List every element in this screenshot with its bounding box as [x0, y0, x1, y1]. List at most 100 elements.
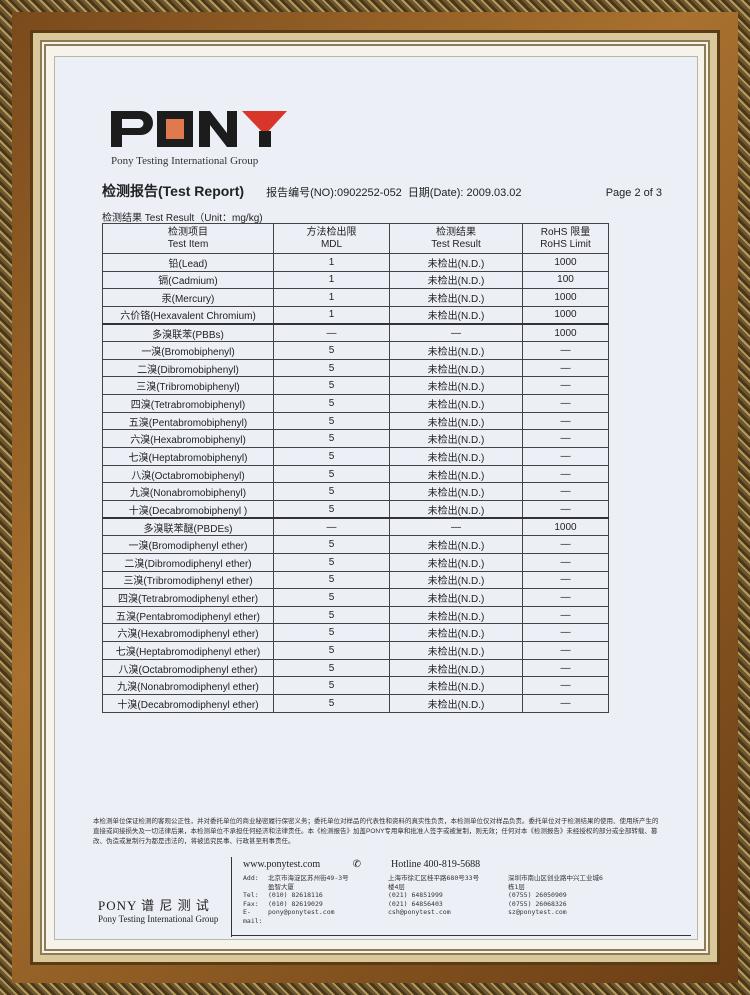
table-cell: 未检出(N.D.): [389, 535, 523, 554]
table-cell: 多溴联苯(PBBs): [102, 323, 274, 343]
contact-label: E-mail:: [243, 908, 263, 925]
table-cell: 铅(Lead): [102, 253, 274, 272]
report-number: 报告编号(NO):0902252-052: [266, 187, 402, 199]
table-cell: —: [522, 341, 609, 360]
table-cell: 5: [273, 552, 390, 572]
table-cell: 1000: [522, 323, 609, 343]
table-cell: 二溴(Dibromobiphenyl): [102, 358, 274, 378]
table-cell: 100: [522, 270, 609, 290]
office-add1: 上海市徐汇区桂平路680号33号: [388, 874, 480, 882]
hotline: Hotline 400-819-5688: [391, 859, 481, 870]
column-header: 检测项目 Test Item: [102, 223, 274, 254]
office-fax: (021) 64856403: [388, 899, 443, 908]
divider: [231, 935, 691, 936]
table-cell: —: [273, 323, 390, 343]
office-email[interactable]: sz@ponytest.com: [508, 908, 567, 917]
table-row: 七溴(Heptabromodiphenyl ether) 5 未检出(N.D.) —: [102, 641, 609, 660]
table-cell: 5: [273, 376, 390, 396]
table-cell: 未检出(N.D.): [389, 429, 523, 449]
table-cell: —: [522, 394, 609, 413]
table-cell: 未检出(N.D.): [389, 464, 523, 484]
table-cell: 1: [273, 253, 390, 272]
table-cell: —: [389, 517, 523, 537]
unit-label: 检测结果 Test Result（Unit：mg/kg): [102, 213, 263, 224]
table-cell: 未检出(N.D.): [389, 694, 523, 713]
column-header-label: MDL: [320, 238, 343, 250]
website-link[interactable]: www.ponytest.com: [243, 859, 321, 870]
table-cell: 5: [273, 394, 390, 413]
table-cell: —: [522, 464, 609, 484]
table-cell: 5: [273, 447, 390, 466]
office-email[interactable]: pony@ponytest.com: [268, 908, 335, 917]
column-header: RoHS 限量 RoHS Limit: [522, 223, 609, 254]
table-cell: —: [522, 447, 609, 466]
table-cell: 九溴(Nonabromobiphenyl): [102, 482, 274, 501]
table-cell: —: [522, 411, 609, 431]
table-cell: 十溴(Decabromodiphenyl ether): [102, 694, 274, 713]
footer-brand-name: PONY 谱 尼 测 试: [98, 898, 210, 913]
contact-label: Tel:: [243, 891, 259, 900]
table-cell: —: [522, 694, 609, 713]
column-header-label: 方法检出限: [306, 226, 357, 238]
table-cell: 未检出(N.D.): [389, 288, 523, 307]
table-row: 四溴(Tetrabromodiphenyl ether) 5 未检出(N.D.) —: [102, 588, 609, 607]
table-row: 五溴(Pentabromobiphenyl) 5 未检出(N.D.) —: [102, 411, 609, 431]
table-cell: 5: [273, 694, 390, 713]
report-title: 检测报告(Test Report): [102, 183, 245, 199]
table-row: 镉(Cadmium) 1 未检出(N.D.) 100: [102, 270, 609, 290]
table-cell: 未检出(N.D.): [389, 588, 523, 607]
table-row: 六溴(Hexabromobiphenyl) 5 未检出(N.D.) —: [102, 429, 609, 449]
column-header-label: RoHS 限量: [540, 226, 591, 238]
table-cell: 九溴(Nonabromodiphenyl ether): [102, 676, 274, 696]
column-header-label: 检测项目: [168, 226, 208, 238]
table-row: 二溴(Dibromobiphenyl) 5 未检出(N.D.) —: [102, 358, 609, 378]
column-header-label: Test Item: [167, 238, 209, 250]
table-cell: —: [522, 570, 609, 590]
table-cell: 七溴(Heptabromodiphenyl ether): [102, 641, 274, 660]
table-cell: 四溴(Tetrabromobiphenyl): [102, 394, 274, 413]
column-header: 方法检出限 MDL: [273, 223, 390, 254]
contact-line: www.ponytest.com ✆ Hotline 400-819-5688: [243, 859, 510, 870]
column-header-label: 检测结果: [436, 226, 476, 238]
table-cell: 1: [273, 288, 390, 307]
table-cell: 未检出(N.D.): [389, 394, 523, 413]
phone-icon: ✆: [352, 859, 362, 870]
table-cell: 1000: [522, 288, 609, 307]
table-row: 三溴(Tribromobiphenyl) 5 未检出(N.D.) —: [102, 376, 609, 396]
table-cell: —: [522, 605, 609, 625]
table-cell: 五溴(Pentabromodiphenyl ether): [102, 605, 274, 625]
table-cell: 未检出(N.D.): [389, 676, 523, 696]
table-row: 多溴联苯(PBBs) — —1000: [102, 323, 609, 343]
table-row: 十溴(Decabromobiphenyl ) 5 未检出(N.D.) —: [102, 499, 609, 519]
disclaimer: 本检测单位保证检测的客观公正性，并对委托单位的商业秘密履行保密义务；委托单位对样…: [93, 818, 659, 845]
table-row: 一溴(Bromodiphenyl ether) 5 未检出(N.D.) —: [102, 535, 609, 554]
office-email[interactable]: csh@ponytest.com: [388, 908, 451, 917]
table-cell: 未检出(N.D.): [389, 570, 523, 590]
column-header: 检测结果 Test Result: [389, 223, 523, 254]
table-cell: —: [522, 499, 609, 519]
table-cell: 5: [273, 499, 390, 519]
column-header-label: RoHS Limit: [540, 238, 591, 250]
contact-label: [243, 883, 268, 892]
table-cell: 未检出(N.D.): [389, 411, 523, 431]
table-cell: 5: [273, 429, 390, 449]
table-cell: 未检出(N.D.): [389, 623, 523, 643]
table-cell: 八溴(Octabromodiphenyl ether): [102, 658, 274, 678]
table-cell: 未检出(N.D.): [389, 499, 523, 519]
contact-label: Fax:: [243, 899, 259, 908]
table-cell: 5: [273, 641, 390, 660]
table-cell: —: [522, 535, 609, 554]
table-cell: 四溴(Tetrabromodiphenyl ether): [102, 588, 274, 607]
table-cell: —: [522, 658, 609, 678]
table-row: 汞(Mercury) 1 未检出(N.D.) 1000: [102, 288, 609, 307]
table-cell: 5: [273, 658, 390, 678]
table-cell: 三溴(Tribromobiphenyl): [102, 376, 274, 396]
page-number: Page 2 of 3: [605, 187, 662, 199]
table-cell: 十溴(Decabromobiphenyl ): [102, 499, 274, 519]
table-cell: —: [522, 623, 609, 643]
table-cell: —: [522, 641, 609, 660]
table-cell: 未检出(N.D.): [389, 270, 523, 290]
table-cell: 未检出(N.D.): [389, 605, 523, 625]
table-cell: 5: [273, 676, 390, 696]
table-cell: 镉(Cadmium): [102, 270, 274, 290]
